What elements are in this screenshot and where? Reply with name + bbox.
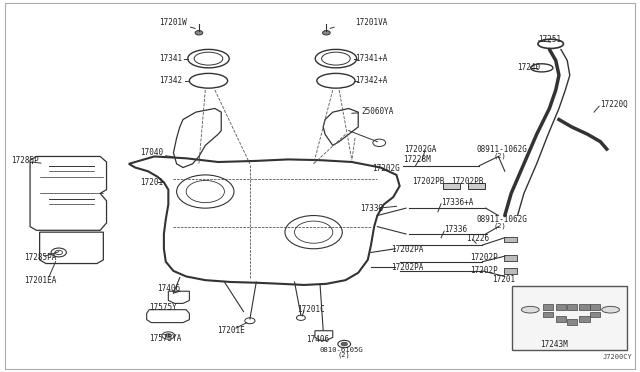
Text: 17201: 17201 xyxy=(140,178,163,187)
Circle shape xyxy=(165,334,172,337)
Text: 08911-1062G: 08911-1062G xyxy=(476,145,527,154)
Text: 17202P: 17202P xyxy=(470,253,498,263)
FancyBboxPatch shape xyxy=(443,183,460,189)
Text: 17240: 17240 xyxy=(518,63,541,72)
Text: 17406: 17406 xyxy=(306,335,329,344)
Text: 17336+A: 17336+A xyxy=(441,198,474,207)
Text: 17220Q: 17220Q xyxy=(600,100,628,109)
Circle shape xyxy=(195,31,203,35)
Text: 17202PB: 17202PB xyxy=(412,177,445,186)
Circle shape xyxy=(341,342,348,346)
FancyBboxPatch shape xyxy=(579,304,589,310)
Text: 17575Y: 17575Y xyxy=(149,302,177,312)
Text: 17342+A: 17342+A xyxy=(355,76,387,85)
FancyBboxPatch shape xyxy=(566,319,577,325)
Text: 17251: 17251 xyxy=(539,35,562,44)
Text: 08911-1062G: 08911-1062G xyxy=(476,215,527,224)
FancyBboxPatch shape xyxy=(512,286,627,350)
Text: 0810-6105G: 0810-6105G xyxy=(320,347,364,353)
FancyBboxPatch shape xyxy=(504,237,517,242)
Text: 17201E: 17201E xyxy=(217,326,244,335)
Text: 17201VA: 17201VA xyxy=(355,18,387,27)
FancyBboxPatch shape xyxy=(543,311,553,317)
Text: 17202PA: 17202PA xyxy=(392,263,424,272)
FancyBboxPatch shape xyxy=(579,316,589,322)
Text: 17341+A: 17341+A xyxy=(355,54,387,63)
Text: 17040: 17040 xyxy=(140,148,163,157)
Text: 17202PA: 17202PA xyxy=(392,245,424,254)
FancyBboxPatch shape xyxy=(566,304,577,310)
Text: 17341: 17341 xyxy=(159,54,182,63)
Text: 17201EA: 17201EA xyxy=(24,276,56,285)
Text: 17336: 17336 xyxy=(444,225,467,234)
Text: 17228M: 17228M xyxy=(403,154,431,164)
Text: 17202P: 17202P xyxy=(470,266,498,275)
Text: 17202PB: 17202PB xyxy=(451,177,483,186)
Text: (2): (2) xyxy=(493,222,506,229)
Ellipse shape xyxy=(602,307,620,313)
Text: 17202GA: 17202GA xyxy=(404,145,436,154)
Text: 25060YA: 25060YA xyxy=(362,107,394,116)
Text: 17202G: 17202G xyxy=(372,164,400,173)
FancyBboxPatch shape xyxy=(556,304,566,310)
Text: 17338: 17338 xyxy=(360,203,383,213)
Text: 17285P: 17285P xyxy=(11,155,38,165)
FancyBboxPatch shape xyxy=(543,304,553,310)
Text: J7200CY: J7200CY xyxy=(602,354,632,360)
Circle shape xyxy=(323,31,330,35)
Text: 17201W: 17201W xyxy=(159,18,186,27)
Text: 17243M: 17243M xyxy=(540,340,568,349)
Text: 17575YA: 17575YA xyxy=(149,334,182,343)
FancyBboxPatch shape xyxy=(504,256,517,260)
FancyBboxPatch shape xyxy=(468,183,485,189)
Text: 17201C: 17201C xyxy=(297,305,325,314)
Text: 17406: 17406 xyxy=(157,284,180,293)
Text: 17285PA: 17285PA xyxy=(24,253,56,263)
Text: 17201: 17201 xyxy=(492,275,515,283)
Ellipse shape xyxy=(522,307,540,313)
FancyBboxPatch shape xyxy=(590,311,600,317)
Text: 17342: 17342 xyxy=(159,76,182,85)
FancyBboxPatch shape xyxy=(556,316,566,322)
Text: (2): (2) xyxy=(338,352,351,358)
FancyBboxPatch shape xyxy=(590,304,600,310)
Text: 17226: 17226 xyxy=(467,234,490,243)
FancyBboxPatch shape xyxy=(504,268,517,273)
Text: (2): (2) xyxy=(493,153,506,159)
